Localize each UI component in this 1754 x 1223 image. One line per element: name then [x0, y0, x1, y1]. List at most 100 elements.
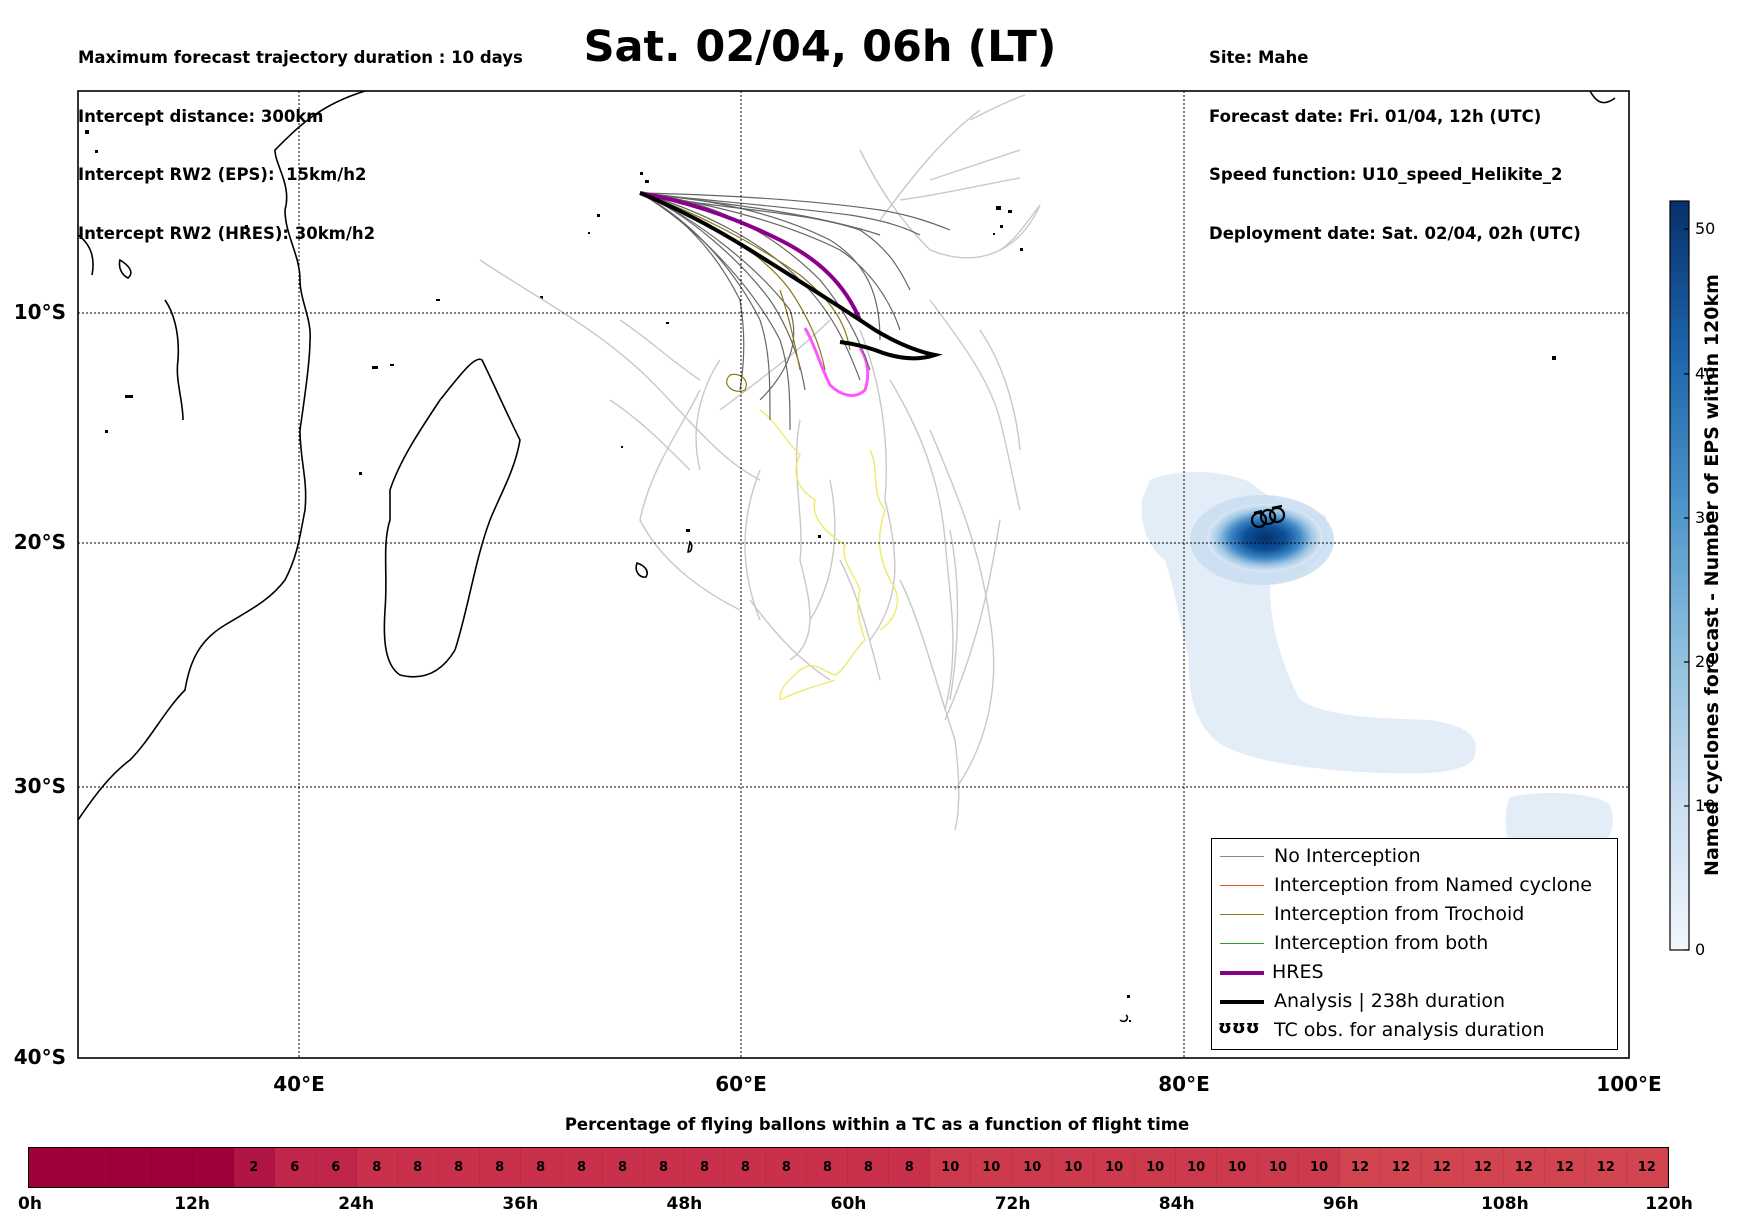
legend-item-named-cyclone: Interception from Named cyclone	[1212, 872, 1617, 900]
hour-label: 36h	[502, 1194, 539, 1214]
percent-cell: 12	[1340, 1148, 1381, 1187]
colorbar-tick-20: 20	[1695, 652, 1716, 671]
header-left-info: Maximum forecast trajectory duration : 1…	[78, 9, 523, 263]
legend-label: Interception from Trochoid	[1274, 903, 1525, 925]
map-area	[78, 91, 1629, 1058]
eps-yellow-tracks	[759, 409, 899, 701]
percent-bar-title: Percentage of flying ballons within a TC…	[564, 1115, 1190, 1134]
percent-cell: 10	[930, 1148, 972, 1187]
percent-cell: 10	[1094, 1148, 1136, 1187]
hour-label: 120h	[1645, 1194, 1693, 1214]
percent-cell: 10	[1135, 1148, 1177, 1187]
legend-swatch	[1220, 856, 1264, 857]
percent-cell: 10	[1258, 1148, 1300, 1187]
forecast-date-text: Forecast date: Fri. 01/04, 12h (UTC)	[1209, 106, 1542, 126]
eps-trajectories-dark	[639, 192, 951, 431]
percent-cell: 12	[1544, 1148, 1586, 1187]
legend-swatch	[1220, 914, 1264, 915]
hour-label: 24h	[338, 1194, 375, 1214]
colorbar-tick-30: 30	[1695, 508, 1716, 527]
colorbar-tick-50: 50	[1695, 219, 1716, 238]
legend-item-both: Interception from both	[1212, 930, 1617, 958]
lon-label-40e: 40°E	[273, 1072, 325, 1096]
hour-label: 84h	[1158, 1194, 1195, 1214]
percent-cell: 8	[725, 1148, 767, 1187]
legend-swatch	[1220, 943, 1264, 944]
percent-cell: 8	[643, 1148, 685, 1187]
small-islands	[85, 130, 1556, 1022]
hour-label: 48h	[666, 1194, 703, 1214]
percent-cell	[29, 1148, 70, 1187]
intercept-eps-text: Intercept RW2 (EPS): 15km/h2	[78, 165, 367, 184]
speed-function-text: Speed function: U10_speed_Helikite_2	[1209, 165, 1563, 184]
main-title: Sat. 02/04, 06h (LT)	[583, 22, 1057, 72]
colorbar-ticks	[1684, 228, 1689, 951]
legend-label: Analysis | 238h duration	[1274, 990, 1506, 1012]
colorbar-tick-10: 10	[1695, 796, 1716, 815]
legend-label: HRES	[1272, 961, 1324, 983]
legend-label: Interception from both	[1274, 932, 1489, 954]
percent-cell	[69, 1148, 111, 1187]
percent-cell: 12	[1462, 1148, 1504, 1187]
legend-item-analysis: Analysis | 238h duration	[1212, 988, 1617, 1016]
legend-label: Interception from Named cyclone	[1274, 874, 1592, 896]
eps-density-field	[1141, 471, 1613, 845]
percent-cell: 8	[479, 1148, 521, 1187]
coastlines	[78, 91, 1616, 1023]
percent-cell: 10	[971, 1148, 1013, 1187]
percent-cell	[110, 1148, 152, 1187]
percent-cell: 8	[561, 1148, 603, 1187]
lat-label-20s: 20°S	[13, 530, 66, 554]
hres-track	[639, 191, 862, 321]
percent-cell: 8	[397, 1148, 439, 1187]
hour-label: 72h	[994, 1194, 1031, 1214]
intercept-distance-text: Intercept distance: 300km	[78, 106, 324, 126]
lon-label-100e: 100°E	[1596, 1072, 1662, 1096]
percent-cell: 12	[1626, 1148, 1668, 1187]
eps-trajectories-faint	[479, 94, 1041, 831]
lon-label-60e: 60°E	[715, 1072, 767, 1096]
legend: No Interception Interception from Named …	[1211, 838, 1618, 1050]
percent-cell: 10	[1217, 1148, 1259, 1187]
deployment-date-text: Deployment date: Sat. 02/04, 02h (UTC)	[1209, 223, 1581, 243]
map-frame	[77, 90, 1630, 1059]
percent-cell: 8	[807, 1148, 849, 1187]
colorbar	[1669, 200, 1690, 951]
lon-label-80e: 80°E	[1158, 1072, 1210, 1096]
percent-cell: 10	[1299, 1148, 1340, 1187]
legend-swatch	[1220, 971, 1264, 975]
tc-obs-symbol-icon: ʊʊʊ	[1218, 1017, 1260, 1038]
legend-item-trochoid: Interception from Trochoid	[1212, 901, 1617, 929]
legend-item-hres: HRES	[1212, 959, 1617, 987]
percent-cell: 8	[356, 1148, 398, 1187]
legend-item-tc-obs: ʊʊʊ TC obs. for analysis duration	[1212, 1017, 1617, 1045]
percent-cell: 12	[1380, 1148, 1422, 1187]
percent-cell: 8	[889, 1148, 931, 1187]
legend-swatch	[1220, 885, 1264, 886]
site-text: Site: Mahe	[1209, 48, 1309, 67]
intercept-hres-text: Intercept RW2 (HRES): 30km/h2	[78, 223, 376, 243]
hour-label: 12h	[174, 1194, 210, 1214]
legend-label: TC obs. for analysis duration	[1274, 1019, 1545, 1041]
tc-obs-symbols	[1250, 504, 1286, 529]
legend-swatch	[1220, 1000, 1264, 1004]
percent-cell: 12	[1421, 1148, 1463, 1187]
percent-cell: 8	[602, 1148, 644, 1187]
percent-cell	[151, 1148, 193, 1187]
colorbar-tick-40: 40	[1695, 364, 1716, 383]
hour-label: 60h	[830, 1194, 867, 1214]
percent-cell	[192, 1148, 234, 1187]
pink-track	[803, 327, 870, 397]
percent-cell: 6	[274, 1148, 316, 1187]
percent-cell: 6	[315, 1148, 357, 1187]
hour-label: 108h	[1481, 1194, 1529, 1214]
lat-label-30s: 30°S	[13, 774, 66, 798]
percent-cell: 12	[1585, 1148, 1627, 1187]
analysis-track	[639, 191, 943, 361]
colorbar-label: Named cyclones forecast - Number of EPS …	[1701, 274, 1723, 876]
colorbar-tick-0: 0	[1695, 940, 1706, 959]
percent-cell: 10	[1012, 1148, 1054, 1187]
percent-cell: 8	[438, 1148, 480, 1187]
legend-label: No Interception	[1274, 845, 1421, 867]
